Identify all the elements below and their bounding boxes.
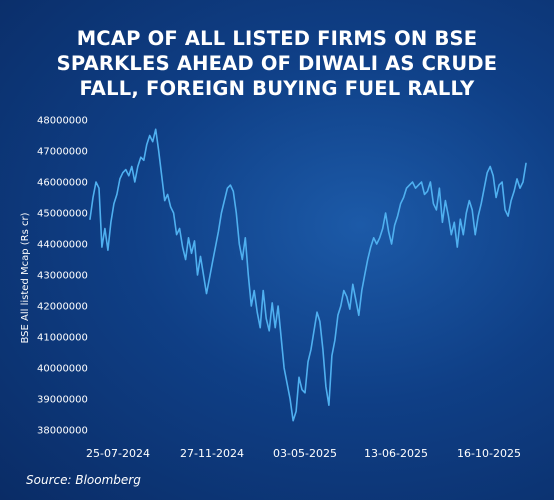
chart-title: MCAP OF ALL LISTED FIRMS ON BSE SPARKLES… (0, 26, 554, 101)
y-tick-label: 45000000 (37, 209, 88, 220)
y-tick-label: 48000000 (37, 116, 88, 127)
y-tick-label: 39000000 (37, 395, 88, 406)
y-tick-label: 46000000 (37, 178, 88, 189)
source-note: Source: Bloomberg (26, 473, 141, 487)
y-tick-label: 38000000 (37, 426, 88, 437)
x-tick-label: 27-11-2024 (180, 447, 244, 460)
chart-title-line: FALL, FOREIGN BUYING FUEL RALLY (79, 77, 475, 100)
y-tick-label: 40000000 (37, 364, 88, 375)
x-axis-ticks: 25-07-2024 27-11-2024 03-05-2025 13-06-2025… (86, 447, 521, 460)
chart-title-line: SPARKLES AHEAD OF DIWALI AS CRUDE (56, 52, 498, 75)
x-tick-label: 03-05-2025 (273, 447, 337, 460)
y-tick-label: 42000000 (37, 302, 88, 313)
x-tick-label: 25-07-2024 (86, 447, 150, 460)
chart-title-line: MCAP OF ALL LISTED FIRMS ON BSE (76, 27, 478, 50)
series-line (89, 128, 527, 422)
y-axis-ticks: 48000000 47000000 46000000 45000000 44000000… (37, 116, 88, 437)
y-axis-label: BSE All listed Mcap (Rs cr) (20, 212, 31, 343)
y-tick-label: 43000000 (37, 271, 88, 282)
y-tick-label: 44000000 (37, 240, 88, 251)
x-tick-label: 13-06-2025 (364, 447, 428, 460)
x-tick-label: 16-10-2025 (457, 447, 521, 460)
y-tick-label: 47000000 (37, 147, 88, 158)
y-tick-label: 41000000 (37, 333, 88, 344)
